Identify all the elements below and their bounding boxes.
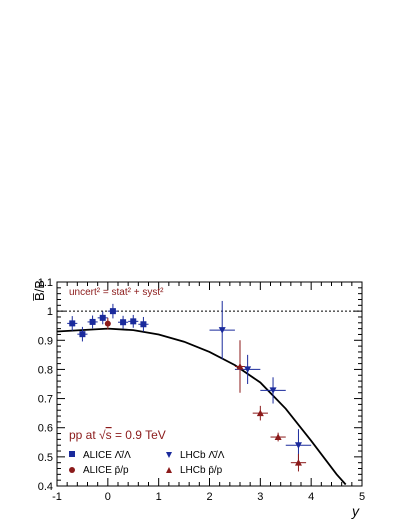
data-point-lhcb xyxy=(218,327,226,334)
data-point-alice xyxy=(120,319,127,326)
data-point-alice xyxy=(69,320,76,327)
data-point-alice xyxy=(89,318,96,325)
data-point-alice xyxy=(99,314,106,321)
data-point-alice xyxy=(79,331,86,338)
data-points xyxy=(67,300,312,472)
system-label-suffix: = 0.9 TeV xyxy=(112,428,166,442)
x-tick-label: 4 xyxy=(308,491,314,503)
data-point-alice-p-p xyxy=(104,320,111,327)
y-axis-title: B̅/B xyxy=(32,280,47,301)
system-label: pp at √s = 0.9 TeV xyxy=(69,428,166,442)
data-point-lhcb xyxy=(294,442,302,449)
x-tick-label: 2 xyxy=(206,491,212,503)
x-tick-label: 3 xyxy=(257,491,263,503)
data-point-lhcb-p-p xyxy=(274,433,282,441)
axis-ticks: -1 0 1 2 3 4 5 0.4 0.5 0.6 0.7 0.8 0.9 1 1.1 xyxy=(38,277,365,503)
x-tick-label: 0 xyxy=(105,491,111,503)
model-curve-group xyxy=(56,327,347,486)
data-point-alice xyxy=(140,321,147,328)
y-tick-label: 0.9 xyxy=(38,335,53,347)
uncertainty-note: uncert² = stat² + syst² xyxy=(69,287,164,298)
data-point-lhcb-p-p xyxy=(236,363,244,370)
x-axis-title: y xyxy=(351,503,360,519)
legend-label-alice-lambda: ALICE Λ̄/Λ xyxy=(83,450,131,461)
legend-marker-alice-lambda xyxy=(69,451,75,457)
data-point-lhcb xyxy=(244,366,252,373)
legend-label-alice-p: ALICE p̄/p xyxy=(83,465,129,476)
legend: ALICE Λ̄/Λ ALICE p̄/p LHCb Λ̄/Λ LHCb p̄/… xyxy=(69,450,225,476)
y-tick-label: 0.4 xyxy=(38,481,53,493)
x-tick-label: 1 xyxy=(156,491,162,503)
x-tick-label: 5 xyxy=(359,491,365,503)
system-label-s: s xyxy=(106,428,112,442)
data-point-lhcb-p-p xyxy=(294,459,302,466)
legend-marker-lhcb-p xyxy=(166,467,172,473)
data-point-lhcb xyxy=(269,387,277,394)
y-tick-label: 0.5 xyxy=(38,452,53,464)
x-tick-label: -1 xyxy=(52,491,62,503)
system-label-prefix: pp at √ xyxy=(69,428,106,442)
model-curve xyxy=(56,327,347,486)
y-tick-label: 0.7 xyxy=(38,394,53,406)
legend-marker-lhcb-lambda xyxy=(166,452,172,458)
y-tick-label: 0.6 xyxy=(38,423,53,435)
legend-label-lhcb-lambda: LHCb Λ̄/Λ xyxy=(180,450,225,461)
legend-label-lhcb-p: LHCb p̄/p xyxy=(180,465,223,476)
data-point-alice xyxy=(109,308,116,315)
y-tick-label: 0.8 xyxy=(38,364,53,376)
legend-marker-alice-p xyxy=(69,467,75,473)
y-tick-label: 1 xyxy=(47,306,53,318)
data-point-lhcb-p-p xyxy=(256,409,264,417)
y-tick-label: 1.1 xyxy=(38,277,53,289)
data-point-alice xyxy=(130,318,137,325)
